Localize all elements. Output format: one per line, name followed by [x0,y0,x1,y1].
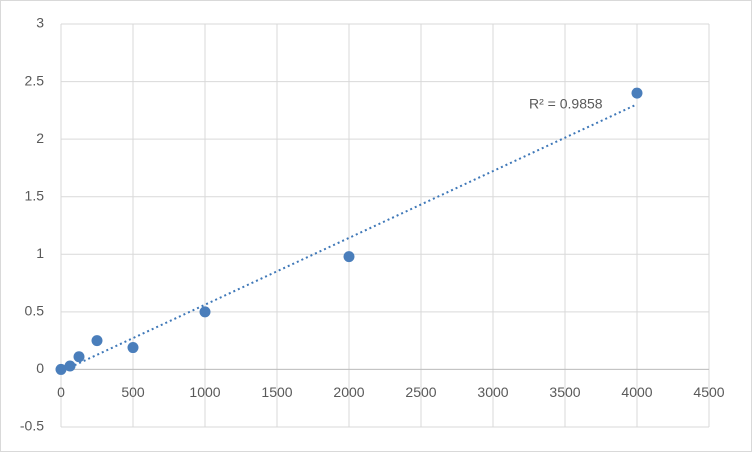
point [343,251,355,263]
x-tick-label: 0 [57,384,65,400]
x-tick-label: 2500 [405,384,436,400]
point [199,306,211,318]
x-tick-label: 4000 [621,384,652,400]
point [73,351,85,363]
x-tick-label: 3500 [549,384,580,400]
point [64,360,76,372]
y-tick-label: 1.5 [25,187,45,203]
point [91,335,103,347]
y-tick-label: 0 [36,360,44,376]
x-tick-label: 4500 [693,384,724,400]
y-tick-label: 3 [36,15,44,31]
annotation: R² = 0.9858 [529,96,603,112]
x-tick-label: 1500 [261,384,292,400]
y-tick-label: 1 [36,245,44,261]
x-tick-label: 1000 [189,384,220,400]
x-tick-label: 500 [121,384,145,400]
x-tick-label: 3000 [477,384,508,400]
point [127,342,139,354]
y-tick-label: 2.5 [25,72,45,88]
y-tick-label: -0.5 [20,418,44,434]
y-tick-label: 0.5 [25,303,45,319]
x-tick-label: 2000 [333,384,364,400]
point [55,363,67,375]
trendline [60,103,638,373]
point [631,87,643,99]
y-tick-label: 2 [36,130,44,146]
